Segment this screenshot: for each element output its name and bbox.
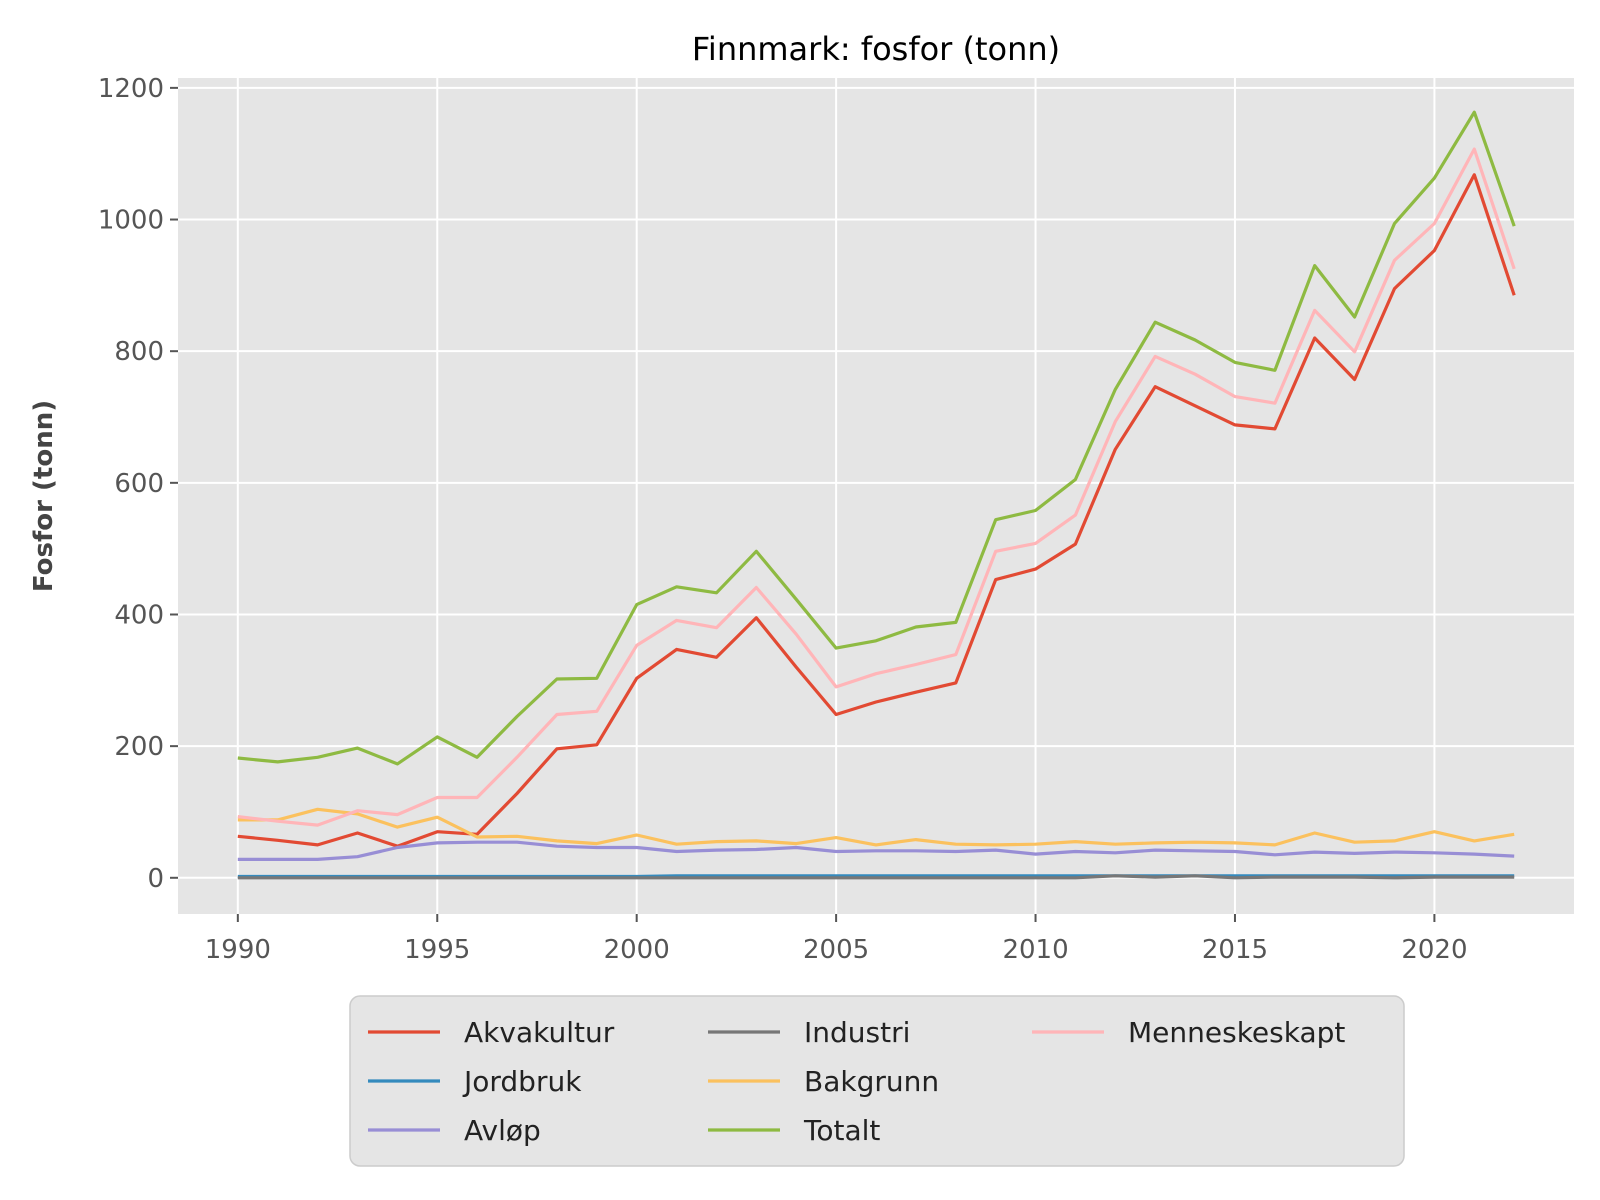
series-line-avlop [237, 840, 1515, 862]
legend-label-menneskeskapt: Menneskeskapt [1128, 1016, 1345, 1049]
legend-label-totalt: Totalt [803, 1114, 880, 1147]
series-line-menneskeskapt [237, 147, 1516, 827]
y-tick-label: 0 [147, 864, 164, 894]
y-tick-label: 1000 [98, 206, 164, 236]
legend-label-akvakultur: Akvakultur [464, 1016, 615, 1049]
x-tick-label: 2010 [1002, 935, 1068, 965]
legend: Akvakultur Jordbruk Avløp Industri Bakgrunn T… [368, 1016, 1345, 1147]
x-tick-label: 1995 [404, 935, 470, 965]
y-tick-label: 600 [114, 469, 164, 499]
x-tick-label: 2015 [1202, 935, 1268, 965]
series-line-totalt [237, 110, 1516, 766]
series-line-industri [237, 874, 1515, 880]
series-lines [237, 110, 1516, 880]
y-tick-label: 1200 [98, 74, 164, 104]
grid-lines [178, 78, 1574, 914]
legend-label-jordbruk: Jordbruk [462, 1065, 582, 1098]
x-tick-label: 1990 [205, 935, 271, 965]
legend-label-bakgrunn: Bakgrunn [804, 1065, 939, 1098]
legend-label-industri: Industri [804, 1016, 910, 1049]
chart-title: Finnmark: fosfor (tonn) [692, 30, 1060, 68]
legend-label-avlop: Avløp [464, 1114, 541, 1147]
x-tick-label: 2020 [1401, 935, 1467, 965]
y-tick-label: 200 [114, 732, 164, 762]
y-tick-label: 400 [114, 600, 164, 630]
series-line-akvakultur [237, 173, 1516, 848]
x-tick-label: 2005 [803, 935, 869, 965]
legend-box [349, 995, 1405, 1167]
y-tick-label: 800 [114, 337, 164, 367]
y-axis-ticks: 0 200 400 600 800 1000 1200 [98, 74, 178, 894]
plot-background [178, 78, 1574, 914]
y-axis-label: Fosfor (tonn) [29, 400, 59, 592]
x-axis-ticks: 1990 1995 2000 2005 2010 2015 2020 [205, 914, 1467, 965]
x-tick-label: 2000 [604, 935, 670, 965]
series-line-bakgrunn [237, 807, 1515, 847]
